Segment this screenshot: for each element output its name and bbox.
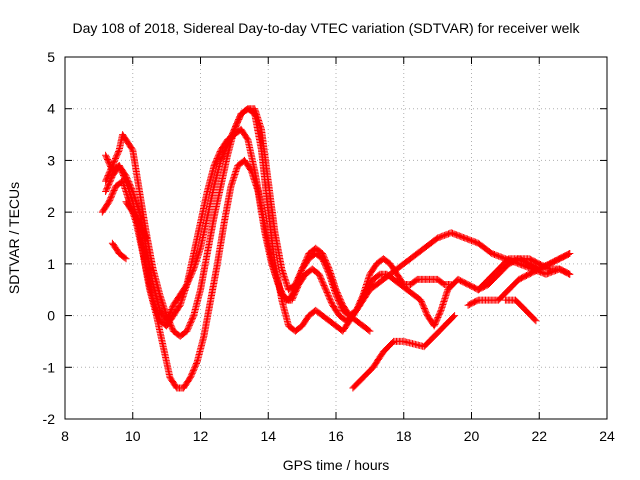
data-point-marker (252, 180, 260, 188)
data-point-marker (190, 365, 198, 373)
data-point-marker (185, 323, 193, 331)
data-point-marker (139, 226, 147, 233)
data-point-marker (252, 108, 260, 116)
data-point-marker (168, 306, 176, 313)
data-markers (98, 105, 574, 392)
data-point-marker (365, 326, 373, 334)
x-tick-label: 12 (193, 428, 209, 444)
data-point-marker (422, 307, 430, 315)
data-point-marker (436, 308, 444, 316)
data-point-marker (359, 293, 367, 301)
data-point-marker (360, 291, 368, 299)
data-point-marker (128, 186, 136, 194)
data-point-marker (532, 317, 540, 325)
axis-ticks (64, 56, 608, 420)
data-point-marker (110, 157, 118, 165)
data-point-marker (421, 306, 429, 314)
data-point-marker (324, 290, 332, 298)
data-point-marker (296, 271, 304, 279)
x-tick-label: 14 (260, 428, 276, 444)
data-point-marker (566, 250, 574, 257)
data-point-marker (187, 271, 195, 279)
data-point-marker (139, 227, 147, 235)
data-point-marker (274, 281, 282, 288)
data-point-marker (434, 314, 442, 321)
data-point-marker (322, 263, 330, 271)
data-point-marker (565, 250, 572, 258)
y-tick-label: 4 (47, 101, 55, 117)
data-point-marker (142, 233, 150, 241)
series-track-7 (349, 312, 459, 392)
data-point-marker (221, 148, 228, 156)
series-track-3 (98, 156, 574, 392)
data-point-marker (565, 270, 572, 278)
series-track-10 (501, 296, 540, 325)
x-tick-label: 16 (328, 428, 344, 444)
data-point-marker (227, 134, 235, 142)
data-point-marker (111, 156, 119, 164)
data-point-marker (184, 324, 192, 332)
data-point-marker (323, 289, 331, 296)
data-point-marker (322, 262, 329, 270)
chart-title: Day 108 of 2018, Sidereal Day-to-day VTE… (72, 20, 580, 36)
data-point-marker (336, 299, 344, 307)
data-point-marker (142, 234, 150, 242)
data-point-marker (433, 315, 441, 323)
data-point-marker (531, 316, 539, 324)
series-track-9 (474, 255, 574, 294)
data-point-marker (193, 360, 200, 367)
series-track-6 (122, 198, 150, 242)
x-tick-label: 8 (61, 428, 69, 444)
y-axis-label: SDTVAR / TECUs (6, 182, 22, 294)
data-point-marker (233, 120, 241, 128)
x-tick-label: 10 (125, 428, 141, 444)
x-tick-label: 20 (464, 428, 480, 444)
y-tick-label: 0 (47, 308, 55, 324)
data-point-marker (107, 194, 115, 202)
data-point-marker (288, 296, 296, 304)
data-point-marker (243, 134, 251, 142)
data-point-marker (122, 172, 130, 180)
data-point-marker (128, 185, 135, 193)
data-point-marker (108, 192, 115, 200)
data-point-marker (325, 269, 333, 277)
data-point-marker (227, 133, 235, 140)
data-point-marker (335, 298, 343, 306)
x-tick-label: 22 (531, 428, 547, 444)
data-point-marker (366, 327, 374, 335)
data-point-marker (188, 269, 196, 277)
data-point-marker (189, 313, 197, 321)
y-tick-label: 3 (47, 152, 55, 168)
data-point-marker (166, 320, 174, 328)
data-point-marker (566, 270, 574, 278)
data-point-marker (167, 307, 175, 315)
y-tick-label: 1 (47, 256, 55, 272)
data-point-marker (167, 321, 175, 329)
y-tick-label: 2 (47, 204, 55, 220)
y-tick-label: -1 (43, 359, 56, 375)
data-point-marker (102, 188, 110, 195)
data-point-marker (122, 255, 130, 263)
y-tick-label: -2 (43, 411, 56, 427)
x-axis-label: GPS time / hours (283, 457, 390, 473)
data-point-marker (450, 313, 457, 321)
data-point-marker (451, 312, 459, 320)
data-point-marker (317, 274, 325, 282)
data-point-marker (221, 147, 229, 155)
series-track-4 (102, 105, 374, 335)
data-point-marker (232, 121, 240, 129)
data-point-marker (296, 269, 304, 277)
y-tick-label: 5 (47, 49, 55, 65)
data-point-marker (105, 169, 113, 177)
x-tick-label: 18 (396, 428, 412, 444)
data-point-marker (115, 148, 123, 155)
data-point-marker (318, 276, 325, 284)
data-point-marker (191, 364, 199, 372)
series-track-5 (108, 239, 130, 263)
data-point-marker (107, 175, 115, 183)
data-point-marker (121, 254, 129, 262)
x-tick-label: 24 (599, 428, 615, 444)
